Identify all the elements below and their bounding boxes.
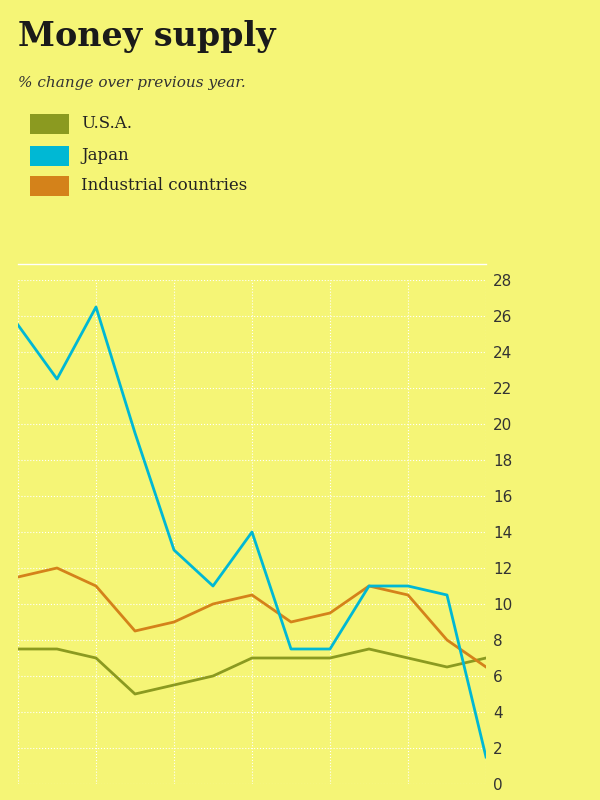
Text: Japan: Japan: [81, 147, 128, 165]
Text: U.S.A.: U.S.A.: [81, 115, 132, 133]
Text: % change over previous year.: % change over previous year.: [18, 76, 246, 90]
Text: Industrial countries: Industrial countries: [81, 177, 247, 194]
Text: Money supply: Money supply: [18, 20, 275, 53]
